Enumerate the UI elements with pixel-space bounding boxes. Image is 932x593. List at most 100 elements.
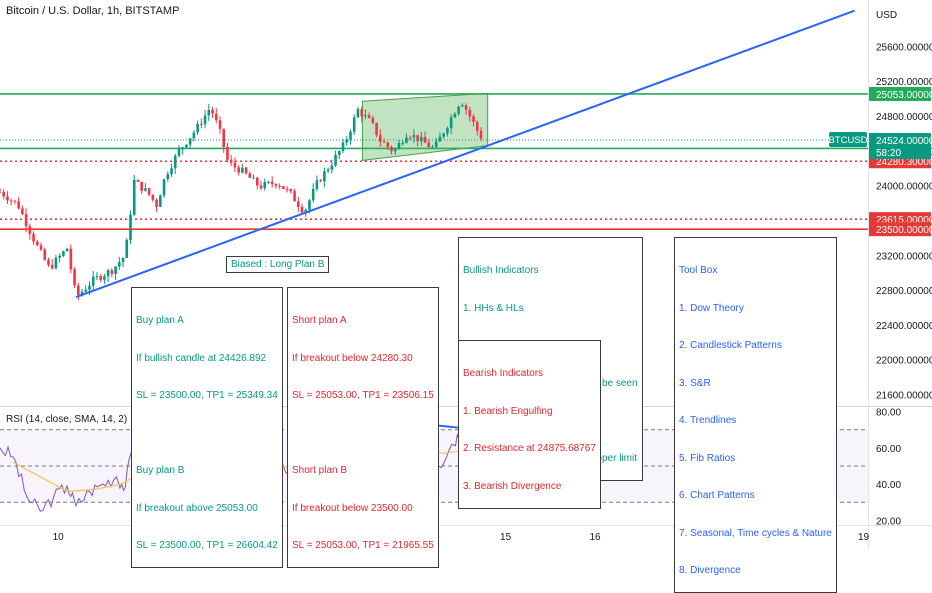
symbol-badge-bg: [829, 132, 867, 148]
note-line: If bullish candle at 24426.892: [136, 352, 267, 364]
candle-body: [170, 168, 173, 175]
note-line: 8. Divergence: [679, 565, 741, 576]
candle-body: [69, 248, 73, 270]
candle-body: [438, 136, 442, 142]
price-tick-label: 24800.00000: [876, 112, 932, 123]
candle-body: [28, 226, 32, 234]
candle-body: [6, 196, 9, 201]
note-line: 2. Candlestick Patterns: [679, 340, 782, 351]
candle-body: [457, 106, 460, 114]
time-tick-label: 15: [500, 532, 512, 543]
candle-body: [248, 173, 252, 178]
candle-body: [214, 113, 218, 121]
note-line: [136, 428, 278, 441]
candle-body: [177, 149, 181, 156]
candle-body: [50, 264, 54, 269]
candle-body: [375, 122, 378, 136]
note-line: 3. S&R: [679, 377, 711, 389]
candle-body: [226, 146, 229, 160]
note-line: 1. Bearish Engulfing: [463, 405, 553, 417]
candle-body: [121, 257, 125, 263]
symbol-badge: BTCUSD: [828, 135, 867, 146]
price-tick-label: 25600.00000: [876, 42, 932, 53]
candle-body: [17, 201, 20, 209]
rsi-tick-label: 60.00: [876, 444, 901, 455]
candle-body: [382, 141, 386, 143]
candle-body: [449, 117, 453, 129]
candle-body: [282, 186, 285, 189]
candle-body: [360, 109, 363, 117]
bearish-indicators-note: Bearish Indicators 1. Bearish Engulfing …: [458, 340, 601, 509]
candle-body: [379, 135, 382, 142]
note-line: 7. Seasonal, Time cycles & Nature: [679, 527, 832, 539]
candle-body: [185, 144, 188, 148]
candle-body: [0, 191, 2, 193]
candle-body: [166, 174, 170, 180]
candle-body: [412, 135, 416, 138]
candle-body: [255, 177, 259, 186]
candle-body: [352, 117, 356, 132]
candle-body: [65, 248, 69, 252]
candle-body: [442, 133, 445, 137]
note-line: Bullish Indicators: [463, 265, 539, 276]
candle-body: [285, 188, 289, 190]
candle-body: [420, 136, 423, 142]
short-plan-note: Short plan A If breakout below 24280.30 …: [287, 287, 439, 568]
candle-body: [43, 249, 47, 260]
candle-body: [54, 257, 58, 269]
note-line: If breakout above 25053.00: [136, 502, 258, 514]
candle-body: [468, 109, 472, 117]
candle-body: [2, 191, 6, 197]
candle-body: [244, 167, 248, 174]
candle-body: [371, 117, 375, 123]
candle-body: [203, 115, 207, 125]
candle-body: [278, 185, 281, 187]
candle-body: [106, 270, 110, 277]
candle-body: [319, 180, 322, 182]
candle-body: [211, 109, 214, 114]
candle-body: [218, 120, 222, 129]
candle-body: [304, 209, 308, 213]
note-line: 4. Trendlines: [679, 415, 737, 426]
note-line: [292, 428, 434, 441]
price-tick-label: 24000.00000: [876, 182, 932, 193]
candle-body: [58, 255, 61, 258]
candle-body: [289, 189, 293, 192]
candle-body: [13, 200, 17, 202]
candle-body: [118, 262, 121, 267]
candle-body: [472, 116, 475, 122]
candle-body: [88, 285, 91, 290]
candle-body: [330, 165, 334, 170]
candle-body: [367, 115, 371, 118]
candle-body: [181, 147, 184, 150]
candle-body: [405, 137, 408, 143]
candle-body: [144, 188, 147, 191]
candle-body: [326, 169, 330, 172]
note-line: Short plan A: [292, 315, 347, 326]
rsi-tick-label: 80.00: [876, 408, 901, 419]
bias-label: Biased : Long Plan B: [226, 256, 330, 273]
candle-body: [192, 132, 196, 139]
time-tick-label: 19: [858, 532, 870, 543]
candle-body: [136, 180, 140, 182]
time-tick-label: 16: [590, 532, 602, 543]
candle-body: [408, 137, 412, 139]
chart-title: Bitcoin / U.S. Dollar, 1h, BITSTAMP: [6, 5, 180, 17]
candle-body: [196, 123, 199, 133]
candle-body: [200, 123, 203, 125]
candle-body: [188, 138, 192, 145]
candle-body: [464, 105, 468, 110]
candle-body: [296, 201, 300, 207]
candles-group: [0, 103, 483, 301]
candle-body: [103, 276, 106, 280]
candle-body: [434, 141, 438, 148]
rsi-title: RSI (14, close, SMA, 14, 2): [6, 414, 128, 425]
candle-body: [479, 130, 483, 139]
candle-body: [431, 147, 434, 149]
price-tick-label: 22400.00000: [876, 321, 932, 332]
candle-body: [39, 245, 43, 250]
candle-body: [461, 105, 464, 107]
last-price-value: 24524.00000: [876, 136, 932, 147]
candle-body: [315, 180, 319, 189]
candle-body: [62, 251, 65, 256]
